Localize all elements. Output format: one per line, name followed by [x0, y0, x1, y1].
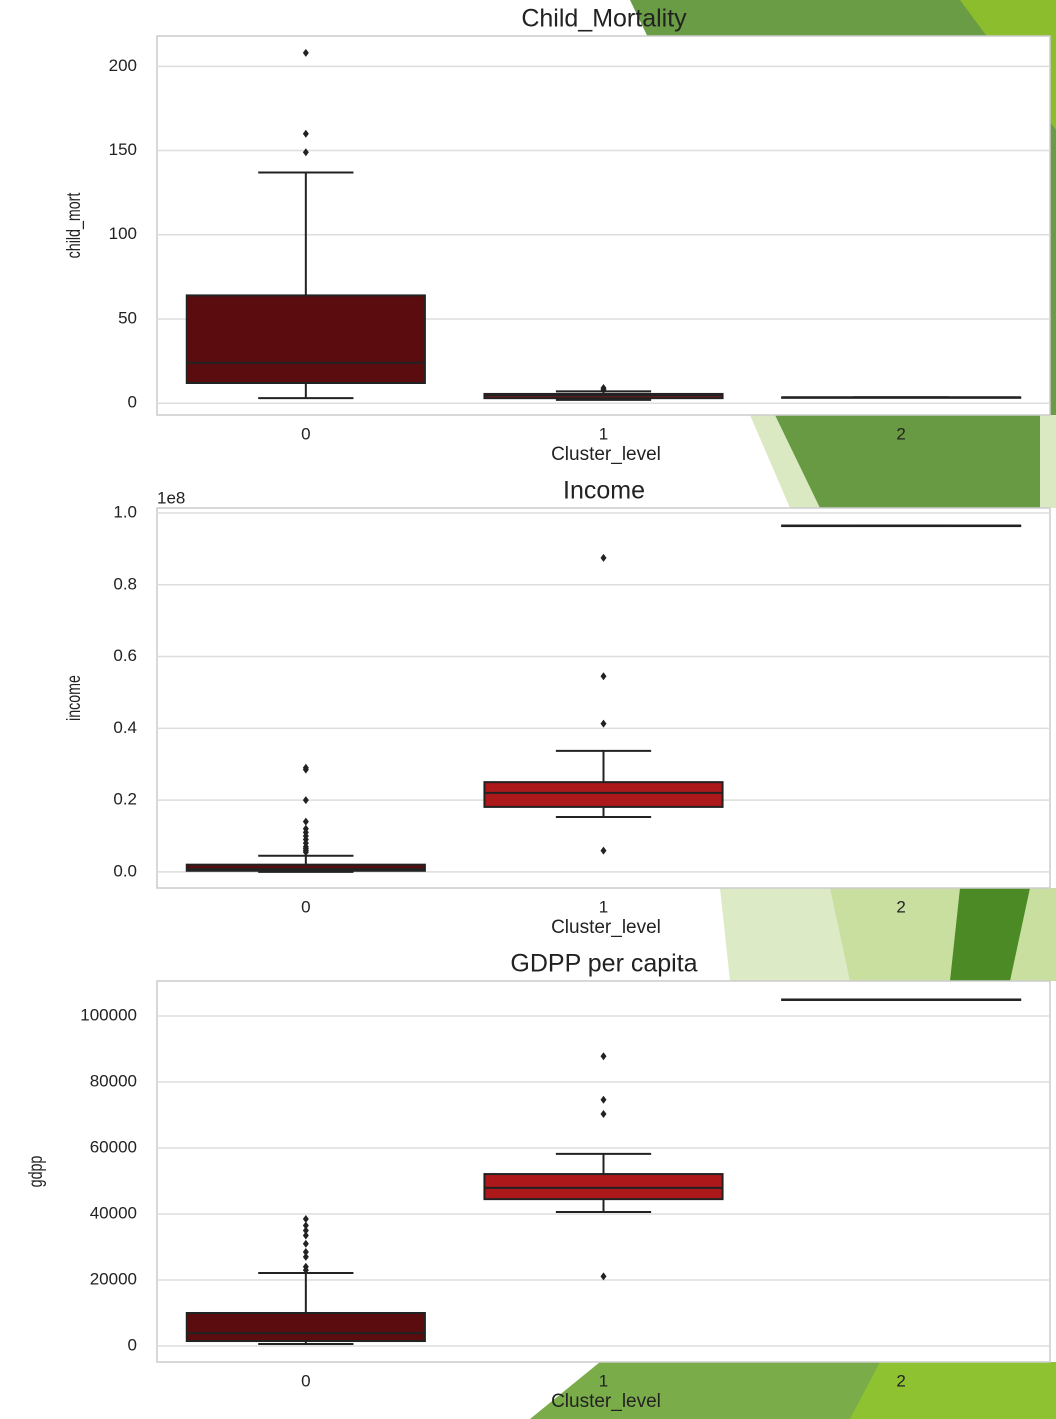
y-tick-label: 100 — [109, 224, 137, 243]
outlier — [302, 1239, 309, 1248]
box — [483, 1173, 724, 1201]
outlier — [302, 1252, 309, 1261]
y-axis-label: income — [63, 675, 84, 721]
y-axis-label: child_mort — [63, 192, 84, 258]
y-tick-label: 0.0 — [113, 861, 137, 880]
x-tick-label: 1 — [599, 897, 608, 916]
x-tick-label: 2 — [896, 1371, 905, 1390]
plot-area — [156, 507, 1051, 889]
outlier — [600, 1052, 607, 1061]
y-tick-label: 80000 — [90, 1071, 137, 1090]
outlier — [302, 129, 309, 138]
chart-title: Income — [563, 477, 645, 505]
outlier — [302, 1262, 309, 1271]
outlier — [302, 796, 309, 805]
x-tick-label: 1 — [599, 424, 608, 443]
y-tick-label: 0.6 — [113, 646, 137, 665]
y-tick-label: 200 — [109, 56, 137, 75]
outlier — [302, 824, 309, 833]
outlier — [600, 1109, 607, 1118]
outlier — [302, 1214, 309, 1223]
x-tick-label: 1 — [599, 1371, 608, 1390]
x-tick-label: 2 — [896, 424, 905, 443]
y-tick-label: 0 — [128, 1335, 137, 1354]
y-tick-label: 0.8 — [113, 574, 137, 593]
outlier — [302, 763, 309, 772]
y-tick-label: 50 — [118, 308, 137, 327]
outlier — [302, 148, 309, 157]
x-tick-label: 0 — [301, 1371, 310, 1390]
outlier — [302, 48, 309, 57]
outlier — [600, 1272, 607, 1281]
outlier — [302, 1226, 309, 1235]
y-tick-label: 0.4 — [113, 718, 137, 737]
y-tick-label: 100000 — [80, 1005, 137, 1024]
y-axis-label: gdpp — [25, 1156, 46, 1188]
outlier — [600, 384, 607, 393]
y-tick-label: 150 — [109, 140, 137, 159]
outlier — [302, 817, 309, 826]
box — [185, 294, 426, 384]
x-axis-label: Cluster_level — [551, 917, 661, 938]
outlier — [600, 672, 607, 681]
box — [185, 863, 426, 872]
outlier — [302, 1247, 309, 1256]
outlier — [600, 846, 607, 855]
chart-title: Child_Mortality — [521, 5, 687, 33]
box — [185, 1311, 426, 1343]
y-tick-label: 60000 — [90, 1137, 137, 1156]
outlier — [600, 553, 607, 562]
x-tick-label: 0 — [301, 897, 310, 916]
outlier — [600, 1095, 607, 1104]
x-tick-label: 2 — [896, 897, 905, 916]
box — [483, 781, 724, 808]
x-tick-label: 0 — [301, 424, 310, 443]
chart-title: GDPP per capita — [510, 950, 697, 978]
y-tick-label: 40000 — [90, 1203, 137, 1222]
y-tick-label: 20000 — [90, 1269, 137, 1288]
outlier — [302, 1231, 309, 1240]
y-tick-label: 0.2 — [113, 790, 137, 809]
y-tick-label: 1.0 — [113, 503, 137, 522]
offset-text: 1e8 — [157, 488, 185, 507]
outlier — [600, 719, 607, 728]
y-tick-label: 0 — [128, 393, 137, 412]
x-axis-label: Cluster_level — [551, 444, 661, 465]
x-axis-label: Cluster_level — [551, 1391, 661, 1412]
outlier — [302, 1221, 309, 1230]
